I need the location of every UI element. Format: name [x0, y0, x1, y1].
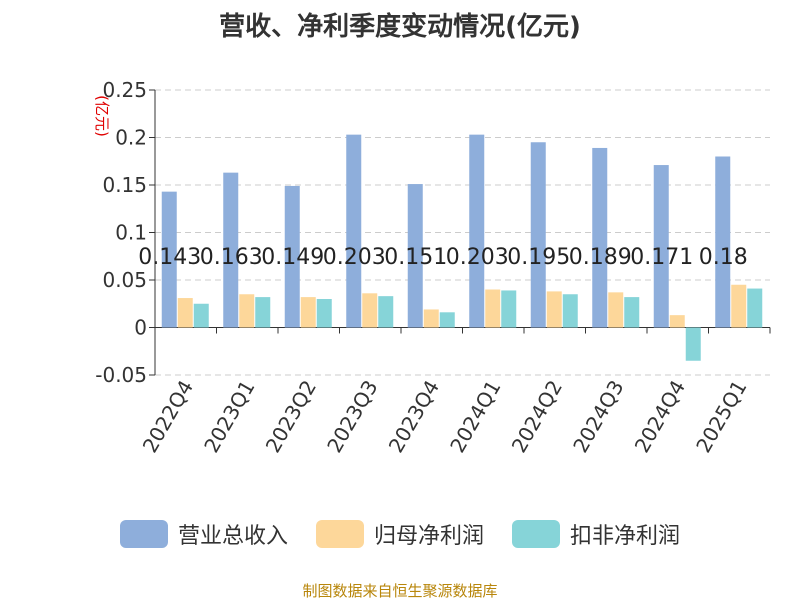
- y-tick-label: 0.05: [102, 268, 147, 292]
- bar-net-profit: [608, 292, 624, 328]
- legend-item-deducted-profit[interactable]: 扣非净利润: [512, 518, 680, 550]
- bar-deducted-profit: [624, 297, 640, 328]
- y-tick-label: 0.15: [102, 173, 147, 197]
- bar-net-profit: [177, 298, 193, 328]
- bar-deducted-profit: [378, 296, 394, 328]
- legend-swatch-net-profit: [315, 520, 364, 548]
- legend-swatch-revenue: [119, 520, 168, 548]
- y-tick-label: 0.1: [115, 221, 147, 245]
- data-label: 0.149: [261, 245, 324, 270]
- data-label: 0.203: [323, 245, 386, 270]
- bar-deducted-profit: [501, 290, 517, 328]
- bar-revenue: [161, 191, 177, 328]
- bar-revenue: [592, 147, 608, 328]
- bar-deducted-profit: [439, 312, 455, 328]
- bar-deducted-profit: [193, 303, 209, 328]
- legend-swatch-deducted-profit: [512, 520, 560, 548]
- bar-revenue: [469, 134, 485, 328]
- bar-net-profit: [485, 289, 501, 328]
- bar-deducted-profit: [562, 294, 578, 328]
- x-tick-label: 2024Q4: [630, 376, 690, 457]
- data-label: 0.151: [384, 245, 447, 270]
- legend: 营业总收入 归母净利润 扣非净利润: [0, 518, 800, 550]
- bar-net-profit: [731, 284, 747, 328]
- y-tick-label: 0.25: [102, 78, 147, 102]
- data-label: 0.143: [138, 245, 201, 270]
- x-tick-label: 2023Q2: [261, 376, 321, 457]
- x-tick-label: 2024Q2: [507, 376, 567, 457]
- data-label: 0.18: [699, 245, 748, 270]
- bar-net-profit: [669, 315, 685, 328]
- source-note: 制图数据来自恒生聚源数据库: [302, 582, 498, 600]
- data-label: 0.171: [630, 245, 693, 270]
- bar-deducted-profit: [255, 297, 271, 328]
- bar-deducted-profit: [747, 288, 763, 328]
- x-tick-label: 2023Q1: [199, 376, 259, 457]
- bar-net-profit: [546, 291, 562, 328]
- y-tick-label: 0.2: [115, 126, 147, 150]
- data-label: 0.163: [200, 245, 263, 270]
- data-label: 0.195: [507, 245, 570, 270]
- bar-revenue: [407, 184, 423, 328]
- bar-revenue: [284, 185, 300, 328]
- bar-revenue: [653, 165, 669, 328]
- bar-revenue: [715, 156, 731, 328]
- x-tick-label: 2022Q4: [138, 376, 198, 457]
- bar-revenue: [346, 134, 362, 328]
- bar-revenue: [223, 172, 239, 328]
- data-label: 0.203: [446, 245, 509, 270]
- bar-net-profit: [423, 309, 439, 328]
- bar-deducted-profit: [685, 327, 701, 361]
- x-tick-label: 2024Q3: [568, 376, 628, 457]
- y-axis-label: (亿元): [93, 95, 111, 137]
- y-tick-label: -0.05: [95, 363, 147, 387]
- bar-deducted-profit: [316, 299, 332, 328]
- bar-revenue: [530, 142, 546, 328]
- data-label: 0.189: [569, 245, 632, 270]
- x-tick-label: 2023Q3: [322, 376, 382, 457]
- legend-label-revenue: 营业总收入: [177, 524, 288, 549]
- x-tick-label: 2025Q1: [691, 376, 751, 457]
- bar-net-profit: [362, 293, 378, 328]
- bar-net-profit: [300, 297, 316, 328]
- legend-label-deducted-profit: 扣非净利润: [570, 524, 681, 549]
- legend-item-revenue[interactable]: 营业总收入: [119, 518, 288, 550]
- bar-net-profit: [239, 294, 255, 328]
- x-tick-label: 2024Q1: [445, 376, 505, 457]
- chart-title: 营收、净利季度变动情况(亿元): [219, 12, 581, 42]
- legend-label-net-profit: 归母净利润: [373, 524, 484, 549]
- legend-item-net-profit[interactable]: 归母净利润: [315, 518, 484, 550]
- y-tick-label: 0: [134, 316, 147, 340]
- x-tick-label: 2023Q4: [384, 376, 444, 457]
